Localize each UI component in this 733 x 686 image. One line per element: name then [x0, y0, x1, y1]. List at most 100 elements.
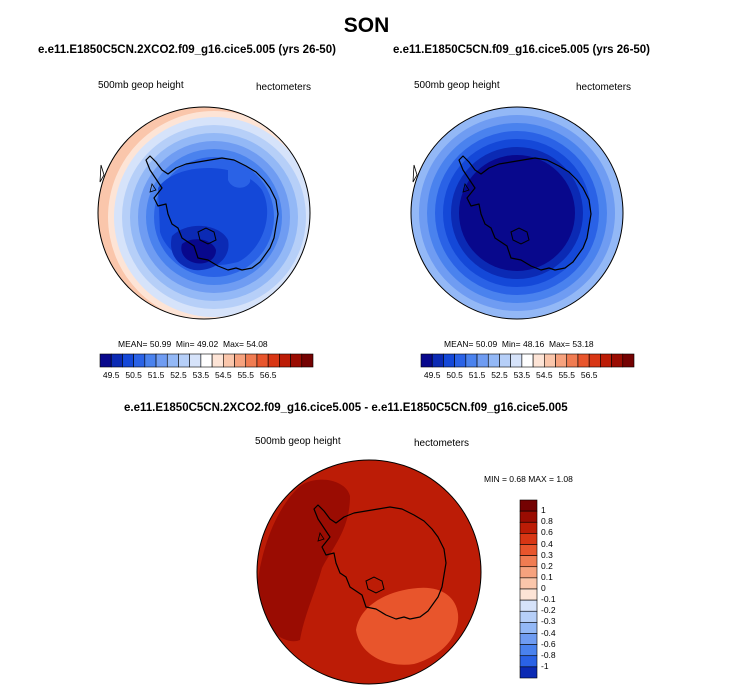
colorbar-tick-label: 0.1 — [541, 571, 553, 582]
colorbar-tick-label: 0.6 — [541, 527, 553, 538]
contour-band — [181, 239, 216, 264]
colorbar-swatch — [519, 499, 538, 512]
colorbar-swatch — [519, 633, 538, 645]
panel3-variable: 500mb geop height — [255, 436, 341, 447]
colorbar-tick-label: 49.5 — [423, 370, 441, 380]
colorbar-swatch — [144, 353, 157, 368]
panel1-min: 49.02 — [196, 339, 219, 349]
colorbar-swatch — [555, 353, 568, 368]
colorbar-swatch — [519, 622, 538, 634]
colorbar-swatch — [178, 353, 190, 368]
colorbar-tick-label: -0.1 — [541, 594, 556, 605]
colorbar-swatch — [267, 353, 280, 368]
colorbar-tick-label: 0.2 — [541, 560, 553, 571]
panel2-map — [410, 106, 624, 320]
panel3-stats: MIN = 0.68 MAX = 1.08 — [484, 474, 573, 484]
colorbar-swatch — [476, 353, 489, 368]
colorbar-tick-label: 0.4 — [541, 538, 553, 549]
colorbar-tick-label: 55.5 — [558, 370, 575, 380]
colorbar-swatch — [189, 353, 202, 368]
panel2-units: hectometers — [576, 82, 632, 93]
colorbar-swatch — [521, 353, 534, 368]
colorbar-swatch — [122, 353, 134, 368]
colorbar-swatch — [622, 353, 635, 368]
colorbar-swatch — [155, 353, 168, 368]
colorbar-swatch — [133, 353, 146, 368]
colorbar-tick-label: 49.5 — [102, 370, 120, 380]
season-title: SON — [343, 14, 390, 37]
panel1-map-border — [97, 106, 311, 320]
contour-band — [356, 587, 459, 665]
panel1-units: hectometers — [256, 82, 312, 93]
colorbar-tick-label: 55.5 — [237, 370, 254, 380]
panel1-map — [97, 106, 311, 320]
colorbar-tick-label: 1 — [541, 505, 546, 516]
panel2-title: e.e11.E1850C5CN.f09_g16.cice5.005 (yrs 2… — [393, 44, 651, 56]
colorbar-swatch — [454, 353, 467, 368]
colorbar-tick-label: -0.4 — [541, 627, 556, 638]
panel1-mean: 50.99 — [149, 339, 172, 349]
panel3-units: hectometers — [414, 438, 470, 449]
colorbar-tick-label: 52.5 — [170, 370, 187, 380]
colorbar-swatch — [519, 577, 538, 590]
panel1-south-america-tip — [99, 164, 105, 183]
colorbar-swatch — [577, 353, 590, 368]
colorbar-tick-label: 0 — [541, 583, 546, 593]
panel2-variable: 500mb geop height — [414, 80, 500, 91]
colorbar-swatch — [166, 353, 179, 368]
colorbar-swatch — [519, 533, 538, 545]
colorbar-swatch — [211, 353, 224, 368]
colorbar-swatch — [245, 353, 258, 368]
colorbar-swatch — [532, 353, 545, 368]
colorbar-swatch — [223, 353, 235, 368]
colorbar-swatch — [519, 566, 538, 579]
panel2-mean: 50.09 — [475, 339, 498, 349]
colorbar-tick-label: 54.5 — [215, 370, 232, 380]
colorbar-tick-label: 51.5 — [468, 370, 486, 380]
panel1-variable: 500mb geop height — [98, 80, 184, 91]
panel1-stats: MEAN= 50.99 Min= 49.02 Max= 54.08 — [118, 339, 268, 349]
contour-band — [228, 166, 251, 188]
panel1-min-label: Min= — [175, 339, 195, 349]
panel2-max-label: Max= — [548, 339, 571, 349]
colorbar-swatch — [519, 666, 538, 679]
colorbar-swatch — [519, 510, 538, 523]
colorbar-swatch — [519, 644, 538, 657]
colorbar-tick-label: 51.5 — [147, 370, 165, 380]
panel3-min-label: MIN = — [484, 474, 507, 484]
panel1-mean-label: MEAN= — [118, 339, 148, 349]
colorbar-tick-label: 50.5 — [125, 370, 142, 380]
colorbar-swatch — [544, 353, 556, 368]
colorbar-swatch — [420, 353, 433, 368]
contour-band — [459, 155, 575, 271]
colorbar-tick-label: 56.5 — [580, 370, 598, 380]
panel2-south-america-tip — [412, 164, 418, 183]
colorbar-swatch — [200, 353, 213, 368]
colorbar-swatch — [234, 353, 247, 368]
colorbar-swatch — [279, 353, 291, 368]
contour-band — [257, 479, 350, 642]
panel2-max: 53.18 — [572, 339, 594, 349]
colorbar-swatch — [110, 353, 123, 368]
panel2-min-label: Min= — [501, 339, 521, 349]
colorbar-tick-label: -0.3 — [541, 616, 556, 627]
colorbar-swatch — [611, 353, 624, 368]
colorbar-swatch — [256, 353, 269, 368]
colorbar-swatch — [465, 353, 478, 368]
colorbar-tick-label: -0.6 — [541, 638, 556, 649]
panel3-max: 1.08 — [556, 474, 573, 484]
colorbar-tick-label: 53.5 — [192, 370, 210, 380]
panel2-min: 48.16 — [522, 339, 545, 349]
colorbar-tick-label: 56.5 — [259, 370, 277, 380]
panel2-stats: MEAN= 50.09 Min= 48.16 Max= 53.18 — [444, 339, 594, 349]
panel2-map-border — [410, 106, 624, 320]
colorbar-tick-label: 52.5 — [491, 370, 508, 380]
panel3-map-border — [256, 459, 482, 685]
colorbar-swatch — [301, 353, 314, 368]
colorbar-tick-label: -0.2 — [541, 605, 556, 616]
colorbar-swatch — [431, 353, 444, 368]
colorbar-swatch — [519, 588, 538, 601]
panel3-max-label: MAX = — [528, 474, 554, 484]
colorbar-swatch — [519, 610, 538, 623]
